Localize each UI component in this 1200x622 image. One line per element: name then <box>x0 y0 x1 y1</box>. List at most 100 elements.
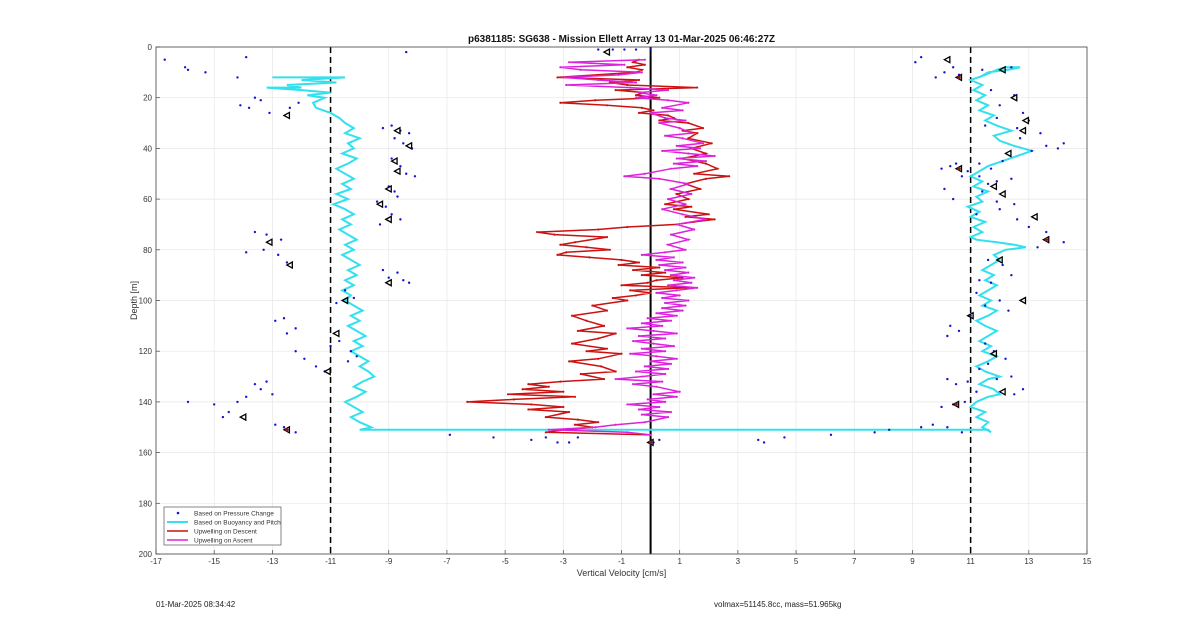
y-tick-label: 180 <box>139 499 153 508</box>
pressure-change-point <box>995 116 999 120</box>
pressure-change-point <box>762 441 766 444</box>
pressure-change-point <box>183 66 187 69</box>
descent-marker-triangle <box>384 278 392 287</box>
upwelling-ascent-point <box>684 119 687 122</box>
buoyancy-pitch-ascent-line <box>964 66 1035 434</box>
pressure-change-point <box>294 431 297 434</box>
pressure-change-point <box>1018 137 1022 140</box>
upwelling-ascent-point <box>684 304 687 307</box>
upwelling-ascent-point <box>637 408 641 411</box>
upwelling-descent-point <box>576 418 579 421</box>
upwelling-descent-point <box>568 410 571 414</box>
pressure-change-point <box>163 58 166 61</box>
upwelling-ascent-point <box>565 83 568 87</box>
ascent-marker-triangle <box>966 311 974 320</box>
upwelling-descent-point <box>602 324 606 327</box>
pressure-change-point <box>1007 309 1010 312</box>
pressure-change-point <box>934 76 937 79</box>
pressure-change-point <box>975 213 978 216</box>
upwelling-descent-point <box>536 230 539 234</box>
upwelling-descent-point <box>544 416 547 419</box>
pressure-change-point <box>259 99 262 102</box>
pressure-change-point <box>949 324 952 328</box>
upwelling-ascent-point <box>666 99 670 102</box>
upwelling-ascent-point <box>675 395 678 398</box>
pressure-change-point <box>940 405 943 409</box>
pressure-change-point <box>236 400 239 404</box>
upwelling-ascent-point <box>664 116 667 120</box>
upwelling-ascent-point <box>643 58 646 61</box>
upwelling-descent-point <box>573 423 577 426</box>
pressure-change-point <box>253 96 257 99</box>
upwelling-descent-point <box>559 101 562 104</box>
upwelling-descent-point <box>687 198 690 201</box>
ascent-marker-triangle <box>1030 212 1038 221</box>
pressure-change-point <box>783 436 786 439</box>
pressure-change-point <box>1010 177 1013 181</box>
pressure-change-point <box>265 380 268 383</box>
pressure-change-point <box>949 164 952 168</box>
plot-frame <box>155 46 1088 555</box>
upwelling-descent-point <box>530 403 533 406</box>
endpoint-marker <box>957 166 961 171</box>
pressure-change-point <box>887 428 891 431</box>
pressure-change-point <box>975 390 978 393</box>
pressure-change-point <box>1010 375 1013 378</box>
x-tick-label: 13 <box>1024 557 1033 566</box>
upwelling-descent-point <box>565 251 568 254</box>
pressure-change-point <box>919 55 923 59</box>
upwelling-ascent-point <box>614 377 617 381</box>
upwelling-descent-point <box>605 236 609 239</box>
pressure-change-point <box>303 357 306 361</box>
upwelling-ascent-point <box>675 144 678 147</box>
upwelling-descent-point <box>544 431 547 434</box>
upwelling-ascent-point <box>681 309 684 312</box>
ascent-marker-triangle <box>1018 296 1027 305</box>
upwelling-descent-point <box>620 284 623 287</box>
upwelling-ascent-point <box>655 291 658 294</box>
pressure-change-point <box>1004 357 1007 361</box>
pressure-change-point <box>375 200 379 203</box>
upwelling-ascent-point <box>672 256 675 259</box>
upwelling-ascent-point <box>669 362 673 365</box>
upwelling-descent-point <box>585 246 588 249</box>
upwelling-descent-point <box>710 142 713 145</box>
pressure-change-point <box>186 400 190 404</box>
pressure-change-point <box>1039 131 1042 135</box>
pressure-change-point <box>1056 147 1060 150</box>
upwelling-ascent-point <box>687 238 690 241</box>
pressure-change-point <box>1062 142 1065 145</box>
pressure-change-point <box>966 170 969 173</box>
pressure-change-point <box>399 218 402 221</box>
upwelling-descent-point <box>597 421 600 424</box>
upwelling-ascent-point <box>640 347 643 350</box>
upwelling-descent-point <box>626 225 629 229</box>
upwelling-descent-point <box>629 289 632 292</box>
upwelling-ascent-point <box>672 279 675 282</box>
upwelling-descent-point <box>640 106 643 109</box>
pressure-change-point <box>960 431 964 434</box>
upwelling-ascent-point <box>649 360 652 363</box>
upwelling-ascent-point <box>672 162 675 165</box>
legend-swatch-pressure <box>176 511 180 515</box>
upwelling-ascent-point <box>678 294 681 297</box>
pressure-change-point <box>1015 126 1019 130</box>
upwelling-descent-point <box>675 192 678 196</box>
x-tick-label: 7 <box>852 557 857 566</box>
upwelling-descent-point <box>614 88 617 92</box>
upwelling-ascent-point <box>623 175 626 178</box>
x-tick-label: 3 <box>736 557 741 566</box>
upwelling-descent-point <box>704 177 707 180</box>
upwelling-ascent-point <box>652 329 655 333</box>
pressure-change-point <box>265 233 268 236</box>
upwelling-ascent-point <box>675 223 678 226</box>
legend: Based on Pressure Change Based on Buoyanc… <box>163 506 282 546</box>
y-tick-label: 20 <box>143 94 152 103</box>
upwelling-descent-point <box>652 109 655 112</box>
ascent-marker-triangle <box>998 387 1006 396</box>
pressure-change-point <box>1036 246 1039 249</box>
upwelling-ascent-point <box>617 73 620 76</box>
descent-marker-triangle <box>390 156 398 166</box>
upwelling-ascent-point <box>669 233 673 236</box>
pressure-change-point <box>381 268 385 272</box>
